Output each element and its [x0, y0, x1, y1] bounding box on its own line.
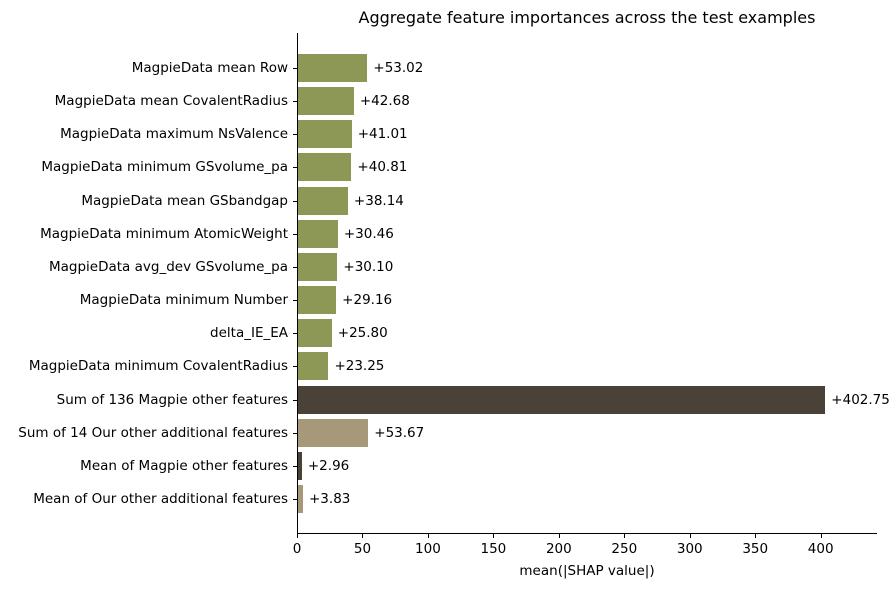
x-tick-mark	[755, 534, 757, 538]
x-tick-mark	[362, 534, 364, 538]
x-tick-mark	[624, 534, 626, 538]
x-tick-label: 0	[292, 541, 302, 557]
bar	[298, 53, 368, 82]
category-label: MagpieData mean CovalentRadius	[54, 93, 288, 110]
value-label: +30.46	[343, 225, 394, 242]
value-label: +42.68	[359, 93, 410, 110]
value-label: +23.25	[334, 358, 385, 375]
category-label: MagpieData minimum Number	[79, 292, 288, 309]
value-label: +30.10	[343, 258, 394, 275]
value-label: +25.80	[337, 325, 388, 342]
category-label: MagpieData mean Row	[131, 59, 288, 76]
y-tick-mark	[293, 101, 297, 103]
category-label: Sum of 14 Our other additional features	[18, 424, 288, 441]
y-tick-mark	[293, 266, 297, 268]
x-tick-label: 50	[353, 541, 372, 557]
value-label: +38.14	[353, 192, 404, 209]
x-tick-label: 400	[807, 541, 834, 557]
y-tick-mark	[293, 399, 297, 401]
bar	[298, 120, 352, 149]
y-tick-mark	[293, 333, 297, 335]
y-tick-mark	[293, 134, 297, 136]
x-tick-mark	[558, 534, 560, 538]
y-tick-mark	[293, 465, 297, 467]
x-tick-label: 350	[742, 541, 769, 557]
bar	[298, 385, 826, 414]
x-tick-mark	[689, 534, 691, 538]
bar	[298, 186, 348, 215]
bar	[298, 153, 352, 182]
value-label: +53.02	[373, 59, 424, 76]
y-tick-mark	[293, 300, 297, 302]
category-label: delta_IE_EA	[210, 325, 288, 342]
bar	[298, 451, 302, 480]
x-tick-mark	[493, 534, 495, 538]
bar	[298, 87, 354, 116]
x-tick-label: 200	[545, 541, 572, 557]
x-tick-label: 150	[480, 541, 507, 557]
bar	[298, 219, 338, 248]
plot-area	[297, 33, 877, 534]
x-tick-mark	[297, 534, 298, 538]
category-label: MagpieData mean GSbandgap	[81, 192, 288, 209]
category-label: MagpieData maximum NsValence	[60, 126, 288, 143]
value-label: +29.16	[342, 292, 393, 309]
x-tick-mark	[427, 534, 429, 538]
chart-title: Aggregate feature importances across the…	[358, 8, 816, 27]
y-tick-mark	[293, 366, 297, 368]
bar	[298, 319, 332, 348]
category-label: MagpieData minimum GSvolume_pa	[41, 159, 288, 176]
value-label: +40.81	[357, 159, 408, 176]
value-label: +2.96	[307, 457, 350, 474]
category-label: MagpieData minimum CovalentRadius	[28, 358, 288, 375]
y-tick-mark	[293, 432, 297, 434]
x-tick-mark	[820, 534, 822, 538]
x-tick-label: 100	[415, 541, 441, 557]
category-label: Mean of Magpie other features	[80, 457, 288, 474]
bar	[298, 485, 303, 514]
bar	[298, 352, 329, 381]
bar	[298, 286, 337, 315]
y-tick-mark	[293, 233, 297, 235]
x-axis-label: mean(|SHAP value|)	[519, 563, 655, 579]
y-tick-mark	[293, 67, 297, 69]
x-tick-label: 300	[676, 541, 703, 557]
y-tick-mark	[293, 200, 297, 202]
value-label: +402.75	[831, 391, 890, 408]
category-label: Sum of 136 Magpie other features	[56, 391, 288, 408]
category-label: MagpieData minimum AtomicWeight	[40, 225, 288, 242]
value-label: +3.83	[309, 491, 351, 508]
category-label: Mean of Our other additional features	[33, 491, 288, 508]
value-label: +53.67	[374, 424, 425, 441]
y-tick-mark	[293, 167, 297, 169]
bar	[298, 418, 369, 447]
bar	[298, 252, 338, 281]
x-tick-label: 250	[611, 541, 638, 557]
value-label: +41.01	[357, 126, 408, 143]
category-label: MagpieData avg_dev GSvolume_pa	[48, 258, 288, 275]
y-tick-mark	[293, 499, 297, 501]
